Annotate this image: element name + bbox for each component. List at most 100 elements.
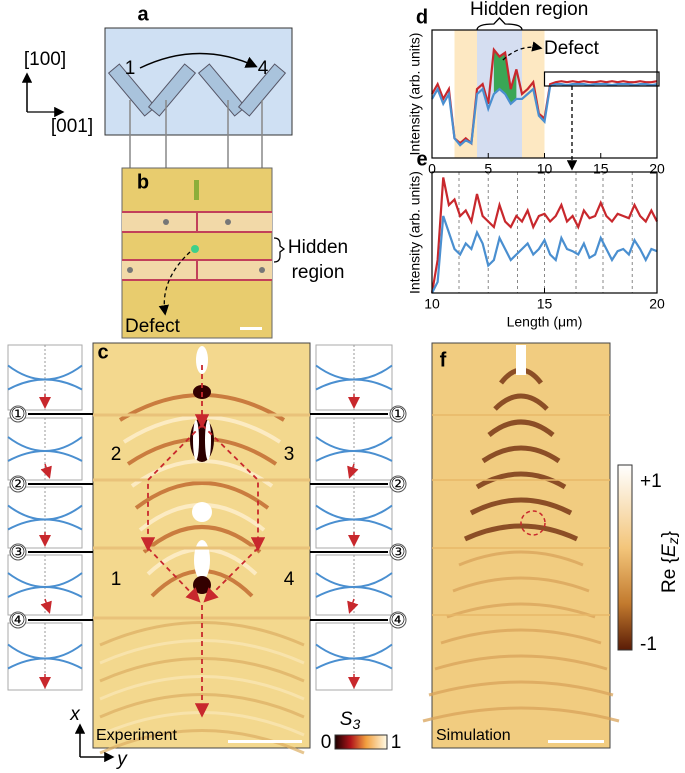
fringe (446, 602, 596, 619)
fringe (440, 628, 602, 645)
marker-ring (9, 611, 27, 629)
blob (196, 346, 208, 374)
defect-arrow (502, 41, 543, 61)
fringe (481, 445, 561, 464)
profile (7, 586, 83, 598)
fringe (99, 675, 305, 701)
fringe (434, 654, 608, 671)
antenna (147, 63, 197, 117)
axis-label: y (115, 749, 128, 770)
series-line (430, 177, 658, 294)
fringe (452, 576, 590, 593)
interface-marker: ② (10, 474, 25, 493)
interface-marker: ① (390, 404, 405, 423)
x-tick-label: 15 (593, 161, 609, 177)
antennas (107, 63, 287, 117)
panel-label: b (137, 171, 149, 193)
brace (273, 237, 286, 263)
direction (347, 463, 359, 479)
axis-label: [100] (24, 49, 66, 70)
x-tick-label: 0 (428, 161, 436, 177)
fringe (422, 706, 620, 723)
marker-ring (389, 475, 407, 493)
axis-label: [001] (51, 116, 93, 137)
profile (7, 378, 83, 391)
texture (422, 345, 620, 723)
sub: z (665, 537, 681, 545)
interface-marker: ③ (390, 542, 405, 561)
profile (315, 586, 393, 598)
interface-marker: ③ (10, 542, 25, 561)
marker (194, 180, 199, 200)
profile (315, 450, 393, 462)
shaded-region (454, 30, 477, 158)
quantity: Re (659, 569, 680, 593)
defect-arrow (158, 251, 191, 316)
blob (193, 420, 199, 460)
annotation: Hidden (288, 237, 348, 258)
region-number: 4 (284, 569, 295, 590)
antenna (237, 63, 287, 117)
profile (7, 450, 83, 462)
region-number: 3 (284, 444, 295, 465)
annotation: region (292, 262, 345, 283)
interface-marker: ④ (10, 610, 25, 629)
field: E (659, 544, 680, 557)
fringe (134, 481, 270, 510)
symbol: S (340, 709, 353, 730)
direction (40, 463, 52, 479)
panel-label: c (97, 341, 108, 363)
interface-marker: ② (390, 474, 405, 493)
colorbar (334, 734, 388, 750)
mode-profiles: ① ② ③ ④ ① ② ③ ④ (7, 344, 407, 691)
colorbar-label: 0 (321, 732, 332, 753)
colorbar-label: -1 (640, 634, 657, 655)
defect-dot (191, 245, 199, 253)
line-plots: 0 5 10 15 20 Intensity (arb. units) d 10 15 20 Int… (407, 0, 665, 330)
colorbar-title: Re {Ez} (659, 531, 681, 593)
fringe (99, 729, 305, 755)
dot (225, 219, 231, 225)
fringe (428, 680, 614, 697)
band-edges (122, 211, 272, 281)
scale-bar (228, 740, 302, 743)
axis-indicator (26, 75, 62, 112)
marker-ring (9, 475, 27, 493)
blob (192, 502, 212, 522)
marker-ring (389, 611, 407, 629)
fringe (99, 657, 305, 683)
marker-ring (9, 543, 27, 561)
region-number: 1 (111, 569, 122, 590)
panel-label: d (416, 6, 428, 28)
blob (205, 420, 211, 460)
caption: Simulation (436, 727, 511, 744)
marker-ring (389, 405, 407, 423)
brace (476, 17, 523, 31)
panel-label: e (416, 148, 427, 170)
antenna (107, 63, 157, 117)
direction (347, 598, 359, 614)
interface-marker: ④ (390, 610, 405, 629)
annotation: Defect (125, 316, 181, 337)
dot (163, 219, 169, 225)
highlight (493, 49, 517, 104)
colorbar-label: +1 (640, 471, 662, 492)
subscript: 3 (352, 716, 360, 732)
scale-bar (548, 740, 604, 743)
brace: { (659, 556, 680, 568)
x-tick-label: 15 (537, 296, 553, 312)
profile (315, 378, 393, 391)
dot (127, 267, 133, 273)
texture (93, 346, 310, 755)
region-number: 2 (111, 444, 122, 465)
caption: Experiment (96, 727, 177, 744)
colorbar (617, 464, 633, 651)
marker-ring (9, 405, 27, 423)
y-axis-label: Intensity (arb. units) (407, 171, 423, 294)
x-tick-label: 10 (424, 296, 440, 312)
fringe (493, 393, 549, 411)
panel-label: f (440, 349, 447, 371)
profile (7, 657, 83, 670)
fringe (458, 550, 584, 567)
profile (315, 518, 393, 531)
